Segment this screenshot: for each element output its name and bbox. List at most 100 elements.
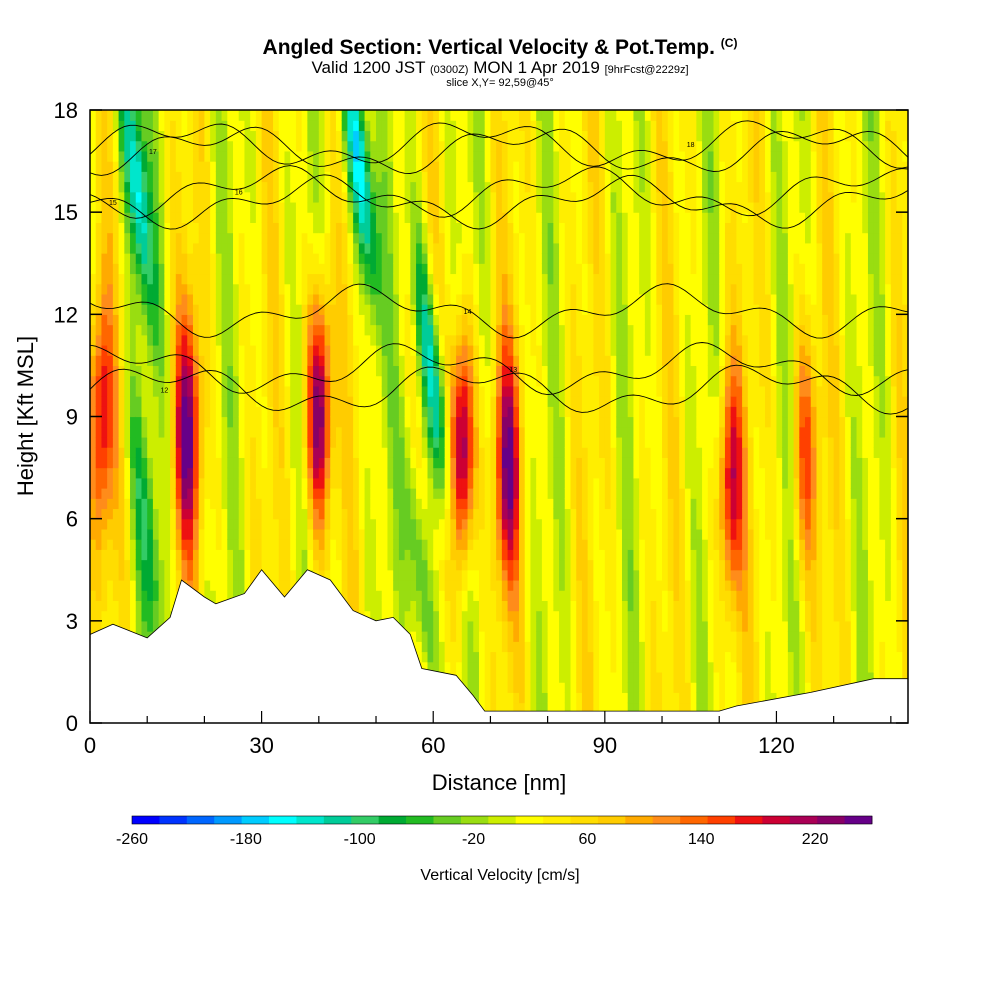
velocity-cell	[112, 579, 120, 591]
velocity-cell	[553, 201, 560, 213]
velocity-cell	[124, 559, 131, 571]
velocity-cell	[147, 416, 154, 428]
velocity-cell	[347, 120, 354, 132]
velocity-cell	[513, 396, 520, 407]
velocity-cell	[238, 436, 246, 448]
velocity-cell	[147, 171, 154, 183]
velocity-cell	[210, 201, 217, 213]
velocity-cell	[501, 120, 509, 132]
velocity-cell	[141, 110, 148, 121]
velocity-cell	[192, 488, 200, 499]
velocity-cell	[90, 222, 97, 234]
velocity-cell	[541, 355, 549, 367]
velocity-cell	[358, 508, 366, 520]
velocity-cell	[141, 590, 148, 601]
velocity-cell	[358, 498, 366, 510]
velocity-cell	[335, 488, 343, 499]
velocity-cell	[141, 416, 148, 428]
velocity-cell	[130, 191, 137, 203]
velocity-cell	[530, 120, 537, 132]
velocity-cell	[238, 110, 246, 121]
velocity-cell	[347, 467, 354, 479]
velocity-cell	[410, 304, 417, 315]
velocity-cell	[416, 293, 423, 305]
velocity-cell	[507, 161, 514, 172]
velocity-cell	[175, 528, 183, 540]
velocity-cell	[313, 344, 320, 356]
velocity-cell	[192, 498, 200, 510]
velocity-cell	[444, 477, 451, 489]
velocity-cell	[478, 263, 486, 275]
velocity-cell	[364, 263, 371, 275]
velocity-cell	[484, 161, 492, 172]
velocity-cell	[381, 518, 389, 530]
velocity-cell	[284, 447, 291, 458]
velocity-cell	[438, 559, 446, 571]
velocity-cell	[519, 355, 526, 367]
velocity-cell	[461, 426, 469, 438]
velocity-cell	[553, 375, 560, 387]
velocity-cell	[381, 447, 389, 458]
velocity-cell	[255, 488, 263, 499]
velocity-cell	[524, 641, 532, 653]
velocity-cell	[478, 181, 486, 193]
velocity-cell	[290, 406, 297, 418]
velocity-cell	[301, 416, 308, 428]
velocity-cell	[421, 661, 429, 673]
velocity-cell	[255, 396, 263, 407]
velocity-cell	[324, 477, 331, 489]
velocity-cell	[456, 253, 463, 264]
velocity-cell	[478, 222, 486, 234]
velocity-cell	[524, 569, 532, 581]
velocity-cell	[347, 559, 354, 571]
velocity-cell	[250, 161, 257, 172]
velocity-cell	[152, 569, 160, 581]
velocity-cell	[198, 181, 206, 193]
velocity-cell	[553, 273, 560, 285]
velocity-cell	[175, 161, 183, 172]
velocity-cell	[198, 457, 206, 469]
velocity-cell	[450, 406, 457, 418]
velocity-cell	[273, 191, 280, 203]
velocity-cell	[416, 416, 423, 428]
velocity-cell	[427, 498, 434, 510]
velocity-cell	[421, 508, 429, 520]
velocity-cell	[295, 518, 303, 530]
velocity-cell	[438, 171, 446, 183]
velocity-cell	[456, 620, 463, 632]
velocity-cell	[164, 569, 171, 581]
velocity-cell	[387, 559, 394, 571]
velocity-cell	[398, 518, 406, 530]
velocity-cell	[101, 171, 108, 183]
velocity-cell	[313, 314, 320, 326]
velocity-cell	[221, 488, 228, 499]
velocity-cell	[118, 508, 125, 520]
velocity-cell	[519, 457, 526, 469]
velocity-cell	[547, 396, 554, 407]
velocity-cell	[473, 201, 480, 213]
velocity-cell	[444, 416, 451, 428]
velocity-cell	[175, 385, 183, 397]
velocity-cell	[376, 396, 383, 407]
velocity-cell	[519, 579, 526, 591]
velocity-cell	[233, 222, 240, 234]
velocity-cell	[341, 324, 349, 336]
velocity-cell	[341, 120, 349, 132]
velocity-cell	[501, 498, 509, 510]
velocity-cell	[210, 477, 217, 489]
velocity-cell	[461, 416, 469, 428]
velocity-cell	[124, 375, 131, 387]
velocity-cell	[421, 631, 429, 642]
velocity-cell	[221, 447, 228, 458]
velocity-cell	[238, 508, 246, 520]
velocity-cell	[244, 579, 251, 591]
velocity-cell	[467, 610, 474, 622]
velocity-cell	[278, 263, 286, 275]
velocity-cell	[112, 283, 120, 295]
velocity-cell	[313, 334, 320, 346]
velocity-cell	[295, 273, 303, 285]
velocity-cell	[450, 518, 457, 530]
velocity-cell	[107, 467, 114, 479]
velocity-cell	[404, 130, 411, 142]
velocity-cell	[267, 498, 274, 510]
